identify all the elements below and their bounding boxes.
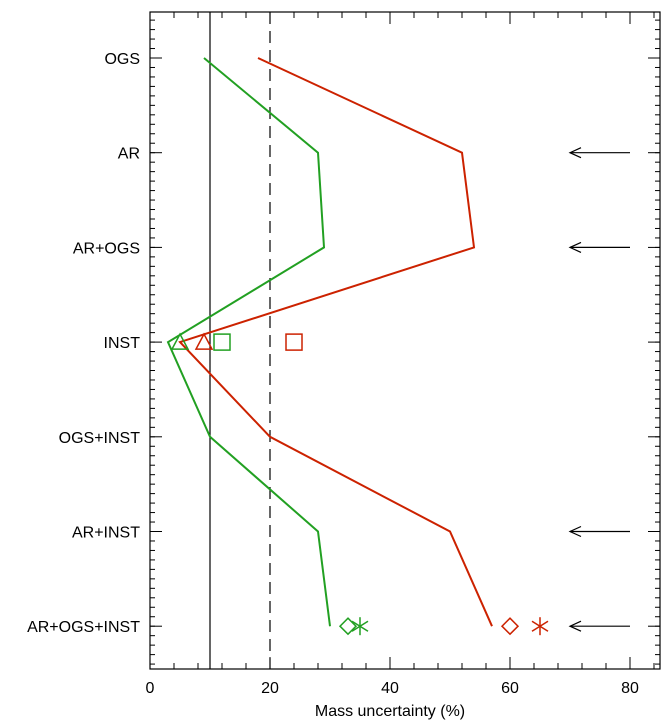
limit-arrows bbox=[568, 147, 630, 632]
marker-symbols bbox=[170, 332, 549, 636]
asterisk-stroke bbox=[351, 620, 369, 632]
triangle-marker bbox=[194, 332, 214, 350]
series-lines bbox=[166, 57, 493, 627]
limit-arrow bbox=[568, 241, 630, 253]
series-line-1 bbox=[178, 57, 493, 627]
x-tick-label: 0 bbox=[146, 680, 155, 697]
asterisk-stroke bbox=[531, 620, 549, 632]
x-tick-label: 20 bbox=[261, 680, 279, 697]
y-tick-label: OGS bbox=[104, 51, 140, 68]
triangle-marker bbox=[170, 332, 190, 350]
y-tick-label: INST bbox=[104, 335, 141, 352]
limit-arrow bbox=[568, 620, 630, 632]
plot-frame bbox=[149, 11, 661, 670]
x-tick-label: 60 bbox=[501, 680, 519, 697]
x-tick-label: 80 bbox=[621, 680, 639, 697]
asterisk-marker bbox=[531, 617, 549, 636]
series-line-2 bbox=[166, 57, 331, 627]
axis-ticks bbox=[149, 12, 660, 669]
reference-lines bbox=[209, 12, 271, 669]
x-axis-title: Mass uncertainty (%) bbox=[315, 703, 465, 720]
y-tick-label: AR bbox=[118, 146, 140, 163]
x-tick-label: 40 bbox=[381, 680, 399, 697]
y-tick-label: AR+OGS+INST bbox=[27, 619, 140, 636]
asterisk-marker bbox=[351, 617, 369, 636]
arrow-head bbox=[568, 241, 582, 253]
y-tick-label: AR+INST bbox=[72, 525, 140, 542]
diamond-marker bbox=[500, 617, 520, 636]
arrow-head bbox=[568, 525, 582, 538]
square-marker bbox=[285, 333, 303, 351]
diamond-marker bbox=[338, 617, 358, 636]
y-tick-label: AR+OGS bbox=[73, 240, 140, 257]
limit-arrow bbox=[568, 525, 630, 538]
axis-labels: 0 20 40 60 80 OGS AR AR+OGS INST OGS+INST AR+INST A… bbox=[27, 51, 639, 697]
limit-arrow bbox=[568, 147, 630, 159]
square-marker bbox=[213, 333, 231, 351]
arrow-head bbox=[568, 620, 582, 632]
y-tick-label: OGS+INST bbox=[59, 430, 141, 447]
arrow-head bbox=[568, 147, 582, 159]
